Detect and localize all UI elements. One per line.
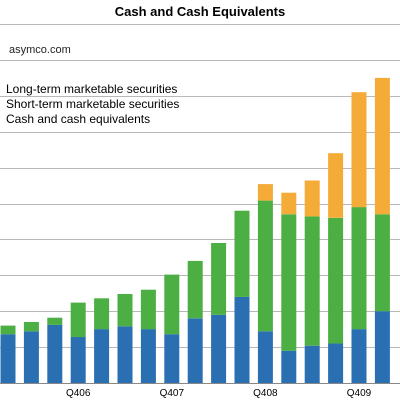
x-tick-labels: Q406 Q407 Q408 Q409 [66, 388, 372, 399]
bar-segment-short-term [374, 214, 390, 312]
bars-group [0, 77, 390, 383]
bar-segment-cash [70, 337, 86, 383]
bar-segment-long-term [328, 153, 344, 218]
bar-segment-cash [47, 324, 63, 383]
bar-segment-long-term [374, 77, 390, 215]
bar-segment-short-term [281, 214, 297, 351]
bar-segment-short-term [70, 302, 86, 338]
bar-segment-cash [281, 350, 297, 383]
bar-segment-short-term [351, 207, 367, 330]
bar-segment-cash [164, 334, 180, 383]
bar-segment-short-term [211, 243, 227, 315]
x-tick-label: Q408 [253, 388, 278, 399]
bar-segment-short-term [47, 317, 63, 325]
bar-segment-short-term [140, 289, 156, 330]
chart-title: Cash and Cash Equivalents [114, 4, 286, 19]
bar-segment-cash [351, 329, 367, 383]
bar-segment-long-term [304, 180, 320, 217]
bar-segment-cash [0, 334, 16, 383]
bar-segment-short-term [328, 217, 344, 344]
bar-segment-short-term [23, 322, 39, 332]
bar-segment-short-term [94, 298, 110, 330]
bar-segment-cash [94, 329, 110, 383]
bar-segment-cash [374, 311, 390, 383]
grid-lines [0, 24, 400, 384]
x-tick-label: Q407 [160, 388, 185, 399]
bar-segment-long-term [257, 184, 273, 201]
bar-segment-short-term [187, 260, 203, 319]
legend-item-long-term: Long-term marketable securities [6, 82, 178, 96]
bar-segment-short-term [164, 274, 180, 335]
bar-segment-cash [117, 326, 133, 383]
bar-segment-cash [257, 331, 273, 383]
bar-segment-cash [234, 296, 250, 383]
legend: Long-term marketable securities Short-te… [6, 82, 179, 127]
bar-segment-long-term [351, 92, 367, 208]
bar-segment-short-term [234, 210, 250, 297]
bar-segment-cash [328, 343, 344, 383]
bar-segment-long-term [281, 192, 297, 215]
bar-segment-short-term [0, 325, 16, 335]
bar-segment-short-term [117, 294, 133, 327]
bar-segment-cash [187, 318, 203, 383]
legend-item-short-term: Short-term marketable securities [6, 97, 180, 111]
bar-segment-short-term [304, 216, 320, 346]
bar-segment-cash [23, 331, 39, 383]
bar-segment-short-term [257, 200, 273, 332]
bar-segment-cash [304, 345, 320, 383]
legend-item-cash: Cash and cash equivalents [6, 112, 151, 126]
bar-segment-cash [211, 314, 227, 383]
x-tick-label: Q409 [347, 388, 372, 399]
x-tick-label: Q406 [66, 388, 91, 399]
bar-segment-cash [140, 329, 156, 383]
watermark-text: asymco.com [9, 44, 71, 56]
